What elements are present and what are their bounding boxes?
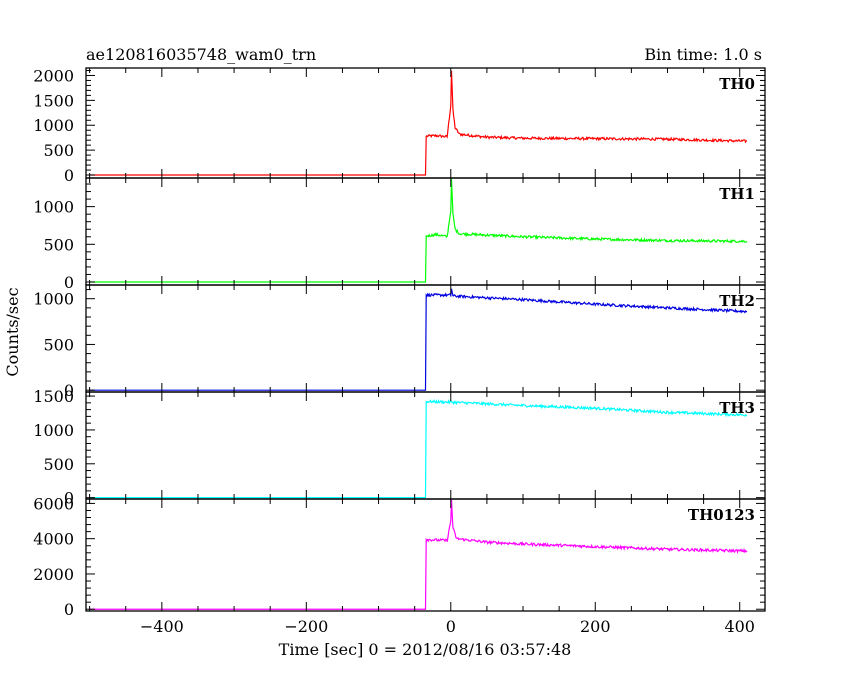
y-tick-label: 4000 [33,530,74,549]
observation-id-title: ae120816035748_wam0_trn [86,45,316,64]
y-tick-label: 1000 [33,421,74,440]
y-tick-label: 500 [43,455,74,474]
series-line-th1 [89,179,748,283]
y-tick-label: 500 [43,235,74,254]
x-tick-label: 200 [580,617,611,636]
series-line-th2 [89,288,748,391]
y-tick-label: 500 [43,335,74,354]
y-tick-label: 0 [64,166,74,185]
y-tick-label: 1500 [33,91,74,110]
series-line-th0 [89,70,748,176]
y-tick-label: 1000 [33,290,74,309]
x-tick-label: −400 [140,617,184,636]
bin-time-label: Bin time: 1.0 s [644,45,762,64]
panel-frame [85,498,766,612]
panel-th1: 0 500 1000 TH1 [33,177,766,292]
panel-label-th0123: TH0123 [688,506,755,524]
y-tick-label: 500 [43,141,74,160]
x-tick-label: 400 [724,617,755,636]
series-line-th3 [89,398,748,499]
panel-label-th0: TH0 [719,75,755,93]
y-tick-label: 0 [64,273,74,292]
y-tick-label: 0 [64,489,74,508]
y-tick-label: 1500 [33,387,74,406]
y-tick-label: 1000 [33,116,74,135]
panel-th3: 0 500 1000 1500 TH3 [33,387,766,508]
panel-label-th1: TH1 [719,185,755,203]
panel-th2: 0 500 1000 TH2 [33,284,766,400]
panel-label-th3: TH3 [719,399,755,417]
panel-th0: 0 500 1000 1500 2000 TH0 [33,66,766,185]
y-tick-label: 2000 [33,66,74,85]
y-tick-label: 6000 [33,494,74,513]
x-tick-label: 0 [446,617,456,636]
panel-th0123: 0 2000 4000 6000 TH0123 [33,494,766,619]
panel-label-th2: TH2 [719,292,755,310]
y-tick-label: 1000 [33,198,74,217]
y-tick-label: 0 [64,381,74,400]
y-axis-title: Counts/sec [3,287,22,376]
series-line-th0123 [89,499,748,610]
x-axis-title: Time [sec] 0 = 2012/08/16 03:57:48 [279,640,572,659]
y-tick-label: 0 [64,600,74,619]
y-tick-label: 2000 [33,565,74,584]
x-tick-label: −200 [284,617,328,636]
